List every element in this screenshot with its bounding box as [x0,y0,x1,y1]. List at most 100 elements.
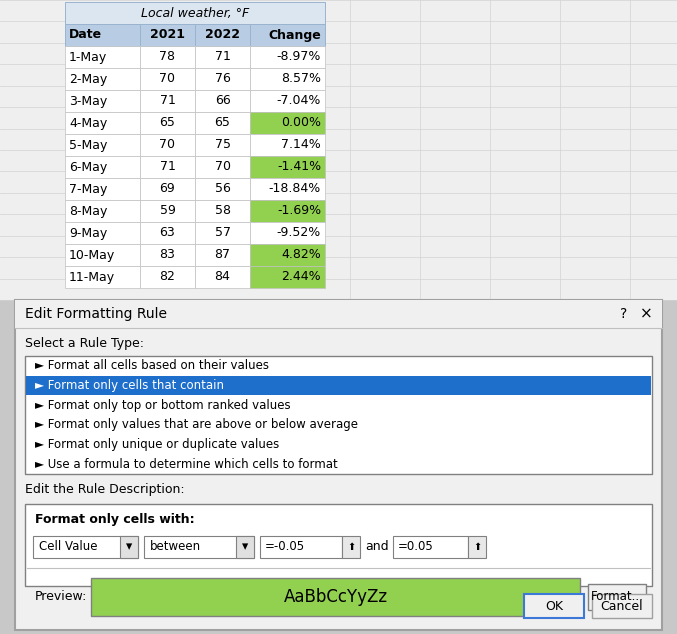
Text: 5-May: 5-May [69,138,108,152]
Bar [250,46,325,68]
Bar [140,266,195,288]
Text: 65: 65 [160,117,175,129]
Bar [250,266,325,288]
Bar [33,536,138,558]
Text: =-0.05: =-0.05 [265,541,305,553]
Bar [250,134,325,156]
Bar [468,536,486,558]
Bar [140,112,195,134]
Text: =0.05: =0.05 [398,541,434,553]
Bar [0,0,677,300]
Bar [195,156,250,178]
Bar [91,578,580,616]
Text: -9.52%: -9.52% [277,226,321,240]
Text: -1.41%: -1.41% [277,160,321,174]
Text: 4.82%: 4.82% [281,249,321,261]
Bar [260,536,342,558]
Text: Cell Value: Cell Value [39,541,97,553]
Text: 6-May: 6-May [69,160,107,174]
Bar [140,222,195,244]
Bar [592,594,652,618]
Bar [144,536,254,558]
Bar [195,200,250,222]
Bar [140,24,195,46]
Text: 3-May: 3-May [69,94,107,108]
Text: 71: 71 [160,94,175,108]
Bar [15,300,662,328]
Bar [25,356,652,474]
Bar [65,222,140,244]
Text: ► Format only values that are above or below average: ► Format only values that are above or b… [35,418,358,431]
Bar [65,178,140,200]
Text: -1.69%: -1.69% [277,205,321,217]
Bar [393,536,468,558]
Bar [25,504,652,586]
Text: 0.00%: 0.00% [281,117,321,129]
Bar [65,156,140,178]
Text: ⬆: ⬆ [473,542,481,552]
Bar [140,90,195,112]
Bar [15,300,662,630]
Text: 2-May: 2-May [69,72,107,86]
Text: 75: 75 [215,138,230,152]
Text: 71: 71 [160,160,175,174]
Bar [65,112,140,134]
Text: 70: 70 [215,160,230,174]
Bar [65,24,140,46]
Bar [195,178,250,200]
Bar [195,134,250,156]
Text: Edit the Rule Description:: Edit the Rule Description: [25,484,185,496]
Text: 63: 63 [160,226,175,240]
Text: 8-May: 8-May [69,205,108,217]
Bar [140,156,195,178]
Text: 87: 87 [215,249,230,261]
Text: -7.04%: -7.04% [277,94,321,108]
Bar [65,244,140,266]
Text: 57: 57 [215,226,230,240]
Bar [342,536,360,558]
Text: Format only cells with:: Format only cells with: [35,514,194,526]
Text: 59: 59 [160,205,175,217]
Text: and: and [365,541,389,553]
Text: 1-May: 1-May [69,51,107,63]
Text: 76: 76 [215,72,230,86]
Bar [195,90,250,112]
Text: -18.84%: -18.84% [269,183,321,195]
Bar [195,46,250,68]
Bar [65,90,140,112]
Text: 65: 65 [215,117,230,129]
Text: between: between [150,541,201,553]
Bar [195,244,250,266]
Bar [250,244,325,266]
Text: 8.57%: 8.57% [281,72,321,86]
Bar [140,244,195,266]
Bar [140,46,195,68]
Text: 10-May: 10-May [69,249,115,261]
Text: 2.44%: 2.44% [282,271,321,283]
Text: -8.97%: -8.97% [277,51,321,63]
Text: 56: 56 [215,183,230,195]
Text: Select a Rule Type:: Select a Rule Type: [25,337,144,351]
Text: Cancel: Cancel [600,600,643,612]
Bar [250,156,325,178]
Bar [65,200,140,222]
Text: 83: 83 [160,249,175,261]
Text: 66: 66 [215,94,230,108]
Text: 69: 69 [160,183,175,195]
Bar [250,68,325,90]
Bar [250,90,325,112]
Text: Edit Formatting Rule: Edit Formatting Rule [25,307,167,321]
Bar [195,112,250,134]
Bar [236,536,254,558]
Bar [65,266,140,288]
Text: Format...: Format... [590,590,643,604]
Text: 9-May: 9-May [69,226,107,240]
Text: 84: 84 [215,271,230,283]
Text: 82: 82 [160,271,175,283]
Text: 70: 70 [160,138,175,152]
Text: 70: 70 [160,72,175,86]
Bar [250,178,325,200]
Text: ► Format only top or bottom ranked values: ► Format only top or bottom ranked value… [35,399,290,411]
Bar [250,112,325,134]
Bar [140,178,195,200]
